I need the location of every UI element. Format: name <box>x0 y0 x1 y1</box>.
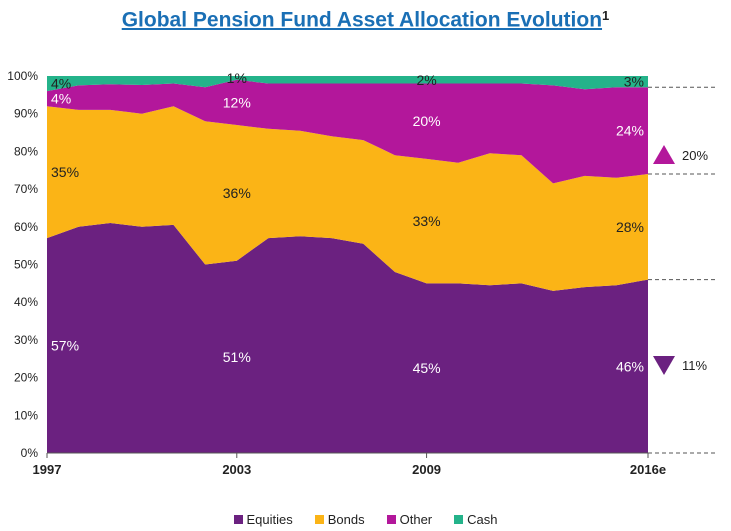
data-label-equities: 46% <box>616 358 644 374</box>
legend-swatch <box>233 515 243 524</box>
area-bonds <box>47 106 648 291</box>
data-label-other: 20% <box>413 113 441 129</box>
data-label-cash: 1% <box>227 70 247 86</box>
legend-swatch <box>314 515 324 524</box>
data-label-other: 24% <box>616 123 644 139</box>
chart-title: Global Pension Fund Asset Allocation Evo… <box>0 8 731 32</box>
chart-title-footnote: 1 <box>602 8 610 23</box>
legend-item-other: Other <box>386 512 433 527</box>
y-tick-label: 80% <box>14 144 38 158</box>
y-tick-label: 70% <box>14 182 38 196</box>
data-label-equities: 57% <box>51 338 79 354</box>
legend-item-bonds: Bonds <box>314 512 365 527</box>
x-tick-label: 1997 <box>33 462 62 477</box>
data-label-equities: 51% <box>223 349 251 365</box>
legend-item-equities: Equities <box>233 512 293 527</box>
y-tick-label: 40% <box>14 295 38 309</box>
y-tick-label: 100% <box>7 69 38 83</box>
y-tick-label: 20% <box>14 371 38 385</box>
data-label-equities: 45% <box>413 360 441 376</box>
legend-swatch <box>454 515 464 524</box>
x-tick-label: 2003 <box>222 462 251 477</box>
x-tick-label: 2009 <box>412 462 441 477</box>
legend-label: Bonds <box>327 512 365 527</box>
x-tick-label: 2016e <box>630 462 666 477</box>
data-labels-layer: 4%4% 35% 57% 1% 12% 36% 51% 2% 20% 33% 45% 3% 24% 28%… <box>51 70 644 376</box>
y-tick-label: 0% <box>21 446 39 460</box>
legend-label: Other <box>399 512 433 527</box>
chart-title-text: Global Pension Fund Asset Allocation Evo… <box>121 8 603 32</box>
axes-layer: 0% 10% 20% 30% 40% 50% 60% 70% 80% 90% 100% 1997 200… <box>7 69 716 477</box>
data-label-cash: 2% <box>416 72 436 88</box>
y-tick-label: 90% <box>14 107 38 121</box>
area-other <box>47 79 648 184</box>
data-label-cash: 4% <box>51 76 71 92</box>
data-label-bonds: 33% <box>413 213 441 229</box>
y-tick-label: 60% <box>14 220 38 234</box>
legend-label: Equities <box>246 512 293 527</box>
area-cash <box>47 76 648 92</box>
change-marker-label: 20% <box>682 148 708 163</box>
legend: Equities Bonds Other Cash <box>0 512 731 527</box>
data-label-bonds: 35% <box>51 164 79 180</box>
y-tick-label: 10% <box>14 408 38 422</box>
legend-item-cash: Cash <box>454 512 498 527</box>
data-label-cash: 3% <box>624 74 644 90</box>
area-layer <box>47 76 648 453</box>
data-label-bonds: 36% <box>223 185 251 201</box>
data-label-bonds: 28% <box>616 219 644 235</box>
change-marker-label: 11% <box>682 358 707 373</box>
change-marker-down-icon <box>653 356 675 375</box>
area-equities <box>47 223 648 453</box>
legend-label: Cash <box>467 512 498 527</box>
change-marker-up-icon <box>653 145 675 164</box>
y-tick-label: 50% <box>14 258 38 272</box>
data-label-other: 12% <box>223 94 251 110</box>
change-markers-layer: 20% 11% <box>653 145 708 375</box>
legend-swatch <box>386 515 396 524</box>
data-label-other: 4% <box>51 91 71 107</box>
y-tick-label: 30% <box>14 333 38 347</box>
